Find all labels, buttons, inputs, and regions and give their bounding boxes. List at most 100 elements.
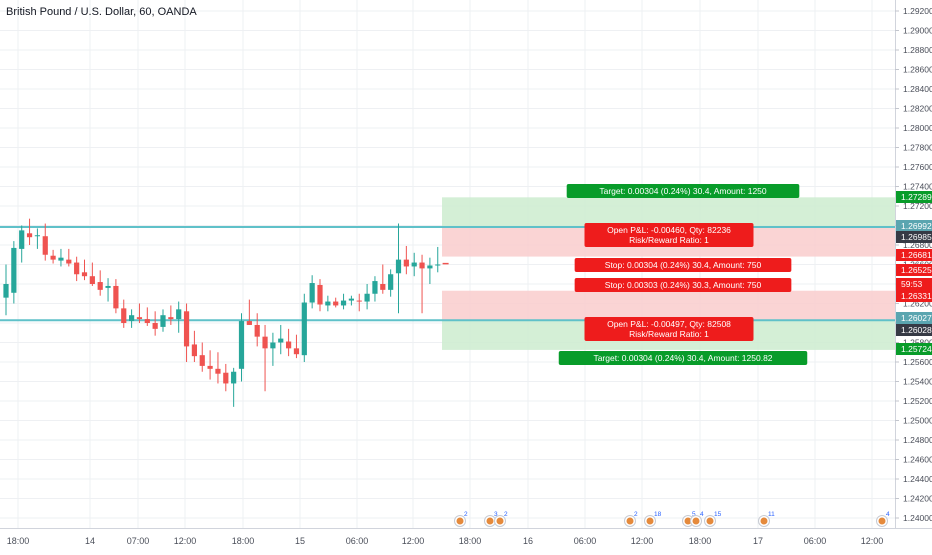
candle <box>42 223 48 261</box>
price-label[interactable]: 1.26985 <box>896 231 932 243</box>
candle <box>74 256 80 282</box>
time-tick-label: 15 <box>295 536 305 546</box>
candle-body <box>333 301 339 306</box>
candle-body <box>74 262 80 275</box>
candle <box>333 297 339 308</box>
candle-body <box>411 262 417 267</box>
target-tag-text: Target: 0.00304 (0.24%) 30.4, Amount: 12… <box>593 353 772 363</box>
stop-zone <box>442 290 895 321</box>
price-label-text: 1.26027 <box>901 313 932 323</box>
candle-body <box>42 236 48 255</box>
pnl-tag[interactable]: Open P&L: -0.00460, Qty: 82236Risk/Rewar… <box>584 223 754 247</box>
candle <box>50 249 56 264</box>
time-tick-label: 06:00 <box>804 536 827 546</box>
price-label[interactable]: 1.26525 <box>896 264 932 276</box>
candle-body <box>58 257 64 261</box>
stop-tag-bg <box>574 258 792 272</box>
candle <box>113 279 119 314</box>
candle <box>26 218 33 245</box>
price-label-text: 1.26028 <box>901 325 932 335</box>
candle <box>403 245 409 275</box>
target-tag[interactable]: Target: 0.00304 (0.24%) 30.4, Amount: 12… <box>558 351 808 365</box>
price-tick-label: 1.24200 <box>903 494 932 504</box>
price-label[interactable]: 1.26681 <box>896 249 932 261</box>
event-flag-icon[interactable]: 2 <box>494 511 509 527</box>
price-tick-label: 1.29000 <box>903 26 932 36</box>
price-tick-label: 1.29200 <box>903 6 932 16</box>
price-tick-label: 1.28400 <box>903 84 932 94</box>
candle-body <box>50 255 56 260</box>
candle-body <box>238 321 245 369</box>
candle <box>270 332 276 366</box>
event-flag-icon[interactable]: 2 <box>454 511 469 527</box>
time-tick-label: 12:00 <box>631 536 654 546</box>
candle <box>223 363 229 392</box>
candle-body <box>160 315 166 327</box>
event-count: 11 <box>768 511 775 518</box>
target-tag-bg <box>566 184 800 198</box>
candle-body <box>3 284 9 298</box>
price-label[interactable]: 1.26027 <box>896 312 932 324</box>
candle <box>246 299 252 325</box>
pnl-tag-text: Open P&L: -0.00497, Qty: 82508 <box>607 319 731 329</box>
candle-body <box>11 247 17 293</box>
stop-tag[interactable]: Stop: 0.00303 (0.24%) 30.3, Amount: 750 <box>574 278 792 292</box>
candle-body <box>121 308 127 323</box>
price-label-bg <box>896 231 932 243</box>
price-label[interactable]: 59:53 <box>896 278 932 290</box>
event-flag-icon[interactable]: 2 <box>624 511 639 527</box>
candle <box>238 313 245 382</box>
position-tags[interactable]: Target: 0.00304 (0.24%) 30.4, Amount: 12… <box>558 184 808 365</box>
candle-body <box>309 283 315 303</box>
candle <box>231 367 237 407</box>
event-flag-dot <box>684 517 692 525</box>
price-label[interactable]: 1.26028 <box>896 324 932 336</box>
price-axis[interactable]: 1.29200 1.29000 1.28800 1.28600 1.28400 1.282… <box>895 0 932 528</box>
price-label-text: 59:53 <box>901 279 923 289</box>
candle-body <box>403 259 409 267</box>
pnl-tag[interactable]: Open P&L: -0.00497, Qty: 82508Risk/Rewar… <box>584 317 754 341</box>
price-tick-label: 1.25400 <box>903 377 932 387</box>
price-label[interactable]: 1.26331 <box>896 290 932 302</box>
event-badges[interactable]: 2 3 2 2 18 5 4 15 11 4 <box>454 511 891 527</box>
candle-body <box>223 372 229 384</box>
time-tick-label: 18:00 <box>689 536 712 546</box>
time-tick-label: 14 <box>85 536 95 546</box>
candle-body <box>364 293 370 302</box>
price-label[interactable]: 1.25724 <box>896 343 932 355</box>
event-flag-icon[interactable]: 4 <box>690 511 705 527</box>
price-tick-label: 1.27800 <box>903 143 932 153</box>
time-tick-label: 18:00 <box>7 536 30 546</box>
target-tag[interactable]: Target: 0.00304 (0.24%) 30.4, Amount: 12… <box>566 184 800 198</box>
candle <box>176 301 182 333</box>
event-flag-icon[interactable]: 15 <box>704 511 722 527</box>
price-label[interactable]: 1.27289 <box>896 191 932 203</box>
candle <box>191 330 197 362</box>
stop-tag[interactable]: Stop: 0.00304 (0.24%) 30.4, Amount: 750 <box>574 258 792 272</box>
time-tick-label: 16 <box>523 536 533 546</box>
candle-body <box>340 300 347 306</box>
price-label-text: 1.25724 <box>901 344 932 354</box>
candle <box>348 295 354 306</box>
price-label-bg <box>896 324 932 336</box>
event-flag-icon[interactable]: 4 <box>876 511 891 527</box>
price-label-bg <box>896 264 932 276</box>
candle <box>66 248 72 267</box>
candle <box>340 293 347 310</box>
time-axis[interactable]: 18:00 14 07:00 12:00 18:00 15 06:00 12:00 18:00 1… <box>0 528 932 547</box>
event-flag-icon[interactable]: 3 <box>484 511 499 527</box>
candle-body <box>207 365 213 369</box>
event-flag-icon[interactable]: 18 <box>644 511 662 527</box>
event-flag-icon[interactable]: 11 <box>758 511 776 527</box>
candle <box>301 293 307 362</box>
candle-body <box>26 233 33 238</box>
price-label[interactable]: 1.26992 <box>896 220 932 232</box>
candle-body <box>191 344 197 357</box>
candle-body <box>246 321 252 325</box>
target-tag-text: Target: 0.00304 (0.24%) 30.4, Amount: 12… <box>599 186 767 196</box>
price-label-bg <box>896 312 932 324</box>
price-tick-label: 1.28000 <box>903 123 932 133</box>
candle-body <box>356 300 362 302</box>
